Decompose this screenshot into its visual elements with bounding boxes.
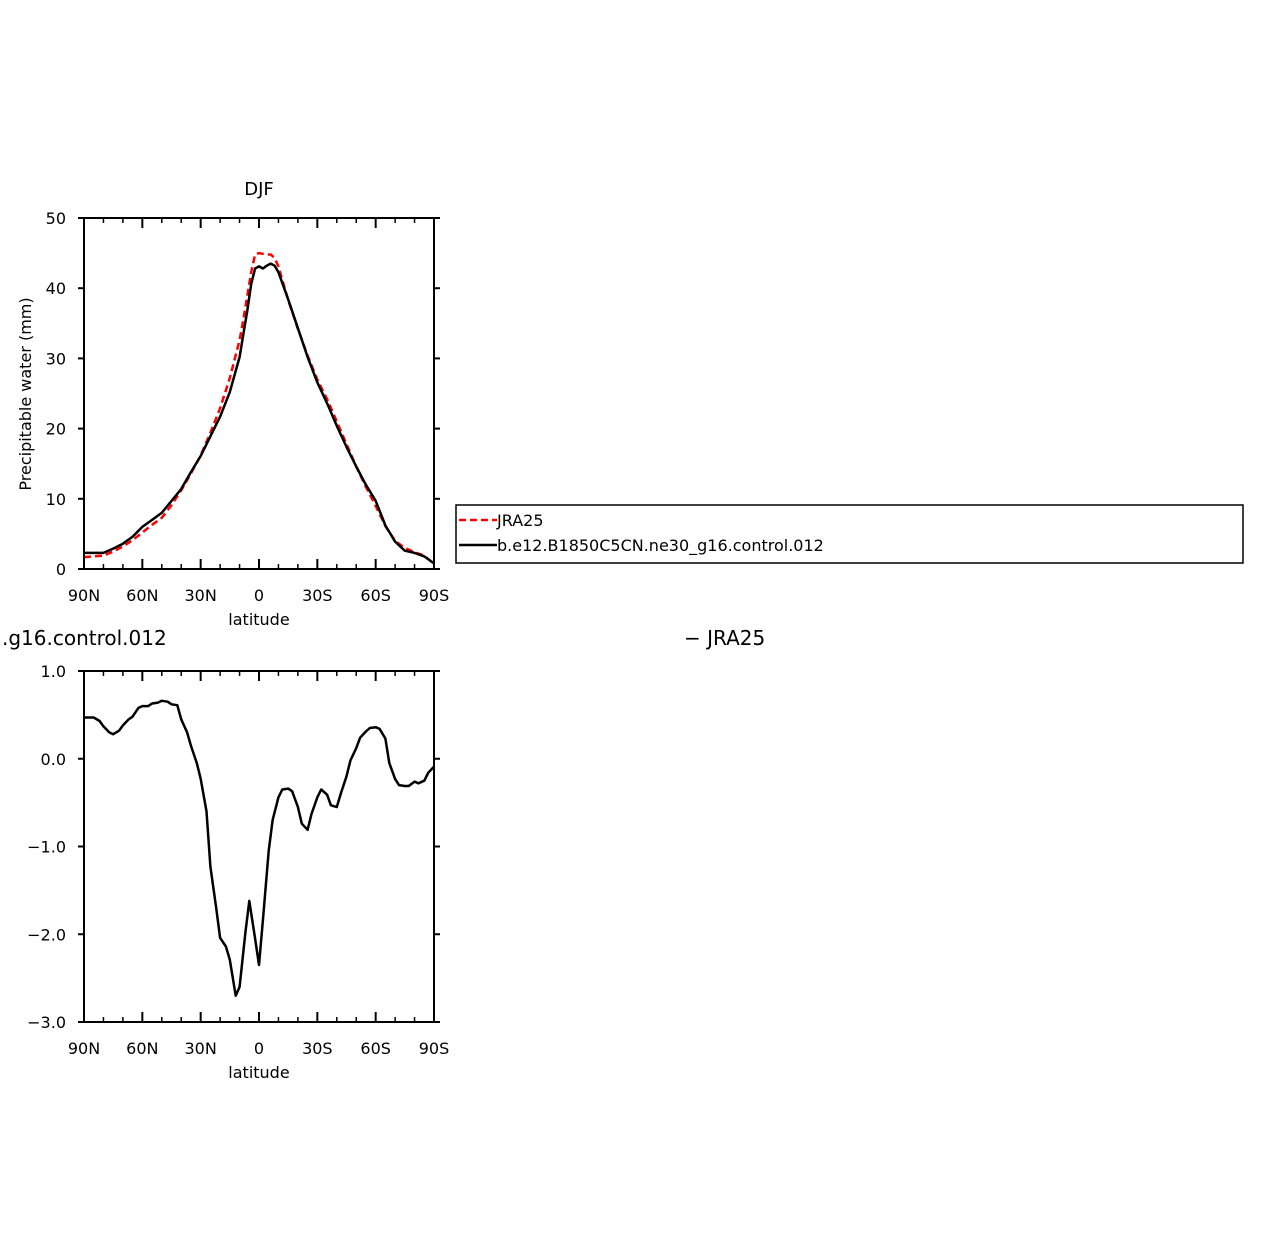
x-tick-label: 90N [68, 1039, 100, 1058]
top-series-jra25-line [83, 251, 435, 566]
x-tick-label: 30S [302, 1039, 333, 1058]
y-tick-label: 20 [46, 420, 66, 439]
top-axis-ticks: 90N 60N 30N 0 30S 60S 90S 0 10 20 30 40 50 [46, 209, 450, 605]
x-tick-label: 90S [419, 586, 450, 605]
x-tick-label: 30N [185, 586, 217, 605]
y-tick-label: 30 [46, 349, 66, 368]
legend-box: JRA25 b.e12.B1850C5CN.ne30_g16.control.0… [455, 504, 1244, 564]
x-tick-label: 0 [254, 586, 264, 605]
x-tick-label: 60S [360, 1039, 391, 1058]
y-tick-label: 0 [56, 560, 66, 579]
x-tick-label: 60S [360, 586, 391, 605]
top-y-axis-label: Precipitable water (mm) [16, 297, 35, 490]
top-chart-title: DJF [244, 179, 274, 200]
top-series-lines [83, 251, 435, 566]
legend-label-model: b.e12.B1850C5CN.ne30_g16.control.012 [497, 536, 824, 556]
y-tick-label: −3.0 [27, 1013, 66, 1032]
bottom-series-difference-line [84, 699, 435, 997]
x-tick-label: 30N [185, 1039, 217, 1058]
top-x-axis-label: latitude [228, 610, 289, 629]
bottom-chart-title-left: .g16.control.012 [2, 626, 167, 650]
y-tick-label: 0.0 [41, 750, 66, 769]
x-tick-label: 0 [254, 1039, 264, 1058]
bottom-chart-title-right: − JRA25 [684, 626, 765, 650]
bottom-axis-ticks: 90N 60N 30N 0 30S 60S 90S −3.0 −2.0 −1.0 0.0 1.0 [27, 662, 449, 1058]
bottom-panel-difference: .g16.control.012 − JRA25 Precipitable wa… [0, 626, 765, 1082]
y-tick-label: 40 [46, 279, 66, 298]
x-tick-label: 90N [68, 586, 100, 605]
bottom-x-axis-label: latitude [228, 1063, 289, 1082]
bottom-series-lines [84, 699, 435, 997]
legend-label-jra25: JRA25 [496, 511, 544, 530]
y-tick-label: 50 [46, 209, 66, 228]
y-tick-label: 1.0 [41, 662, 66, 681]
y-tick-label: −1.0 [27, 838, 66, 857]
bottom-plot-frame [83, 670, 435, 1023]
top-plot-frame [83, 217, 435, 570]
y-tick-label: −2.0 [27, 925, 66, 944]
top-panel-djf: DJF Precipitable water (mm) latitude 90N… [16, 179, 449, 629]
x-tick-label: 30S [302, 586, 333, 605]
top-series-b-e12-b1850c5cn-ne30-g16-control-012-line [84, 262, 435, 565]
x-tick-label: 60N [126, 586, 158, 605]
bottom-y-axis-label: Precipitable water (mm) [0, 749, 18, 942]
y-tick-label: 10 [46, 490, 66, 509]
x-tick-label: 90S [419, 1039, 450, 1058]
legend-frame [455, 504, 1244, 564]
x-tick-label: 60N [126, 1039, 158, 1058]
